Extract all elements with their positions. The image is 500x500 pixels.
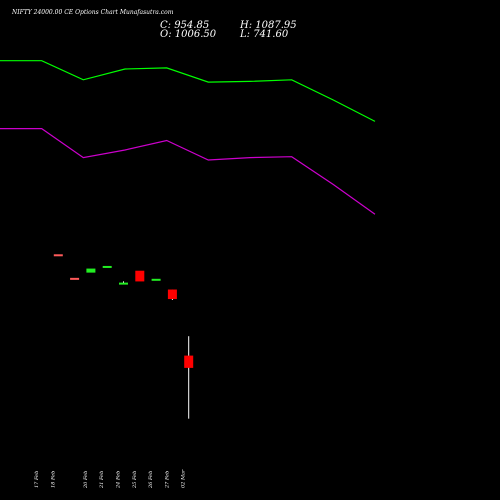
series-line-0 [0,60,376,122]
candle-3 [102,265,112,268]
candle-0 [53,254,63,257]
candle-1 [70,277,80,280]
x-tick-label: 27 Feb [164,471,170,489]
x-tick-label: 24 Feb [116,471,122,489]
x-tick-label: 26 Feb [148,471,154,489]
open-value: O: 1006.50 [160,29,217,40]
x-tick-label: 02 Mar [181,469,187,488]
candle-5 [135,270,145,282]
close-value: C: 954.85 [160,20,210,31]
x-tick-label: 21 Feb [99,471,105,489]
high-value: H: 1087.95 [240,20,297,31]
x-tick-label: 25 Feb [132,471,138,489]
x-tick-label: 18 Feb [50,471,56,488]
candle-6 [151,278,161,281]
series-line-1 [0,128,376,215]
x-tick-label: 20 Feb [83,471,89,489]
low-value: L: 741.60 [240,29,289,40]
x-tick-label: 17 Feb [34,471,40,488]
candle-4 [119,282,128,285]
candle-8 [184,355,194,368]
candle-2 [86,268,96,273]
chart-title: NIFTY 24000.00 CE Options Chart Munafasu… [12,9,174,16]
candle-7 [167,289,177,300]
